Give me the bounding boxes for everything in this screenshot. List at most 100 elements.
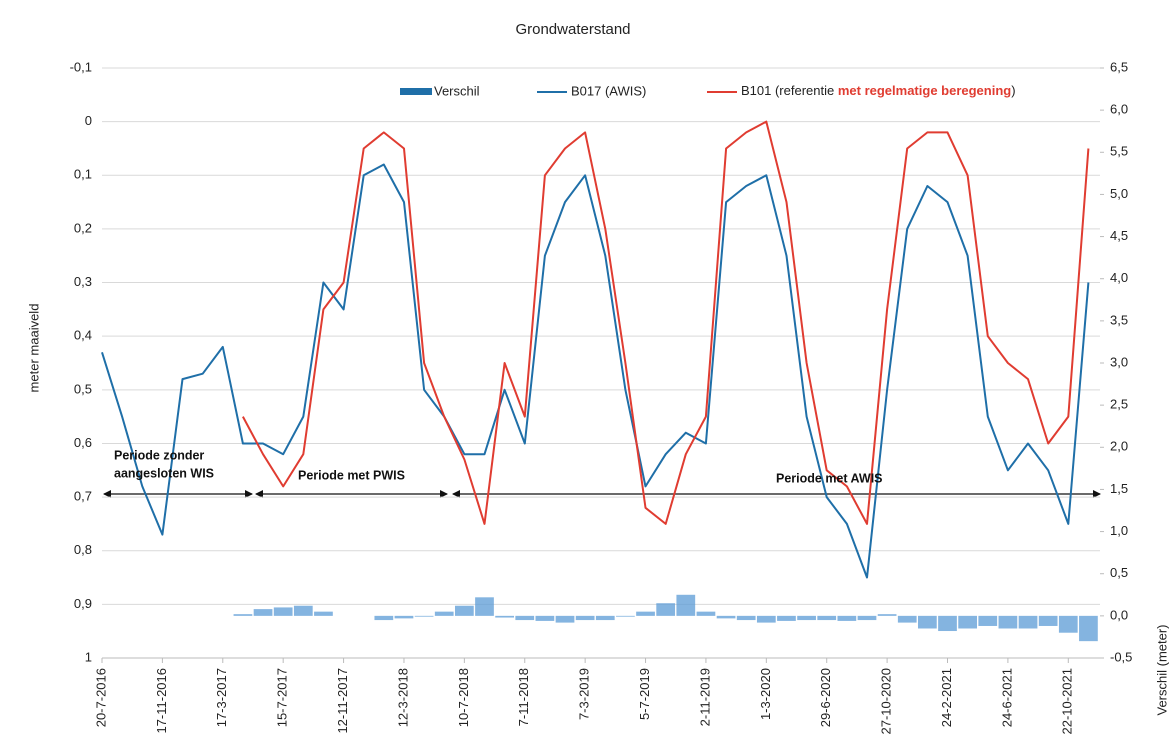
y2-tick-label: 1,5: [1110, 481, 1128, 496]
x-tick-label: 24-2-2021: [939, 668, 954, 727]
bar: [1058, 615, 1078, 633]
y-tick-label: 0: [85, 113, 92, 128]
legend-label: Verschil: [434, 83, 480, 98]
x-tick-label: 24-6-2021: [999, 668, 1014, 727]
bar: [978, 615, 998, 626]
line: [242, 120, 1090, 525]
bar: [938, 615, 957, 632]
bar: [495, 615, 514, 618]
y-tick-label: 0,8: [74, 542, 92, 557]
x-tick-label: 12-11-2017: [335, 668, 350, 734]
x-tick-label: 17-11-2016: [154, 668, 169, 734]
bar: [1079, 615, 1098, 642]
y-tick-label: 0,2: [74, 220, 92, 235]
bar: [475, 597, 494, 616]
bar: [1018, 615, 1038, 629]
x-tick-label: 7-3-2019: [577, 668, 592, 720]
bar: [515, 615, 535, 621]
bar: [656, 603, 676, 616]
bar: [394, 615, 414, 619]
y-tick-label: -0,1: [70, 59, 92, 74]
bar: [797, 615, 816, 621]
bar: [918, 615, 937, 629]
y-tick-label: 0,5: [74, 381, 92, 396]
x-tick-label: 20-7-2016: [93, 668, 108, 727]
x-tick-label: 1-3-2020: [758, 668, 773, 720]
bar: [756, 615, 776, 623]
bar: [636, 611, 655, 616]
x-tick-label: 12-3-2018: [395, 668, 410, 727]
bar: [374, 615, 394, 621]
y2-tick-label: 6,5: [1110, 59, 1128, 74]
y2-tick-label: 4,5: [1110, 228, 1128, 243]
annotation: Periode met PWIS: [298, 468, 405, 482]
line: [101, 163, 1090, 579]
x-tick-label: 7-11-2018: [516, 668, 531, 726]
y2-tick-label: 4,0: [1110, 270, 1128, 285]
bar: [817, 615, 837, 621]
legend-swatch: [400, 88, 432, 95]
y-tick-label: 1: [85, 649, 92, 664]
legend-label: B017 (AWIS): [571, 83, 646, 98]
y2-tick-label: 0,5: [1110, 565, 1128, 580]
y2-tick-label: 0,0: [1110, 607, 1128, 622]
x-tick-label: 5-7-2019: [637, 668, 652, 720]
y-tick-label: 0,7: [74, 489, 92, 504]
y2-tick-label: 1,0: [1110, 523, 1128, 538]
x-tick-label: 2-11-2019: [697, 668, 712, 726]
bar: [877, 614, 897, 616]
bar: [897, 615, 917, 623]
x-tick-label: 10-7-2018: [456, 668, 471, 727]
bar: [253, 609, 273, 616]
bar: [314, 611, 333, 616]
x-tick-label: 22-10-2021: [1060, 668, 1075, 735]
bar: [616, 615, 635, 617]
chart-title: Grondwaterstand: [515, 21, 630, 38]
y-tick-label: 0,3: [74, 274, 92, 289]
y2-tick-label: 5,0: [1110, 186, 1128, 201]
bar: [233, 614, 253, 616]
x-tick-label: 27-10-2020: [879, 668, 894, 735]
legend-label: B101 (referentie met regelmatige beregen…: [741, 83, 1016, 98]
bar: [535, 615, 555, 621]
bar: [414, 615, 434, 617]
bar: [958, 615, 978, 629]
y2-tick-label: 5,5: [1110, 144, 1128, 159]
bar: [998, 615, 1018, 629]
x-tick-label: 29-6-2020: [818, 668, 833, 727]
x-tick-label: 15-7-2017: [275, 668, 290, 727]
y-tick-label: 0,4: [74, 328, 92, 343]
y2-axis-label: Verschil (meter): [1154, 624, 1169, 715]
bar: [696, 611, 716, 616]
bar: [837, 615, 857, 621]
annotation: Periode zonder: [114, 448, 204, 462]
y-tick-label: 0,9: [74, 596, 92, 611]
y-tick-label: 0,1: [74, 167, 92, 182]
bar: [273, 607, 293, 616]
bar: [555, 615, 575, 623]
legend-highlight: met regelmatige beregening: [838, 83, 1011, 98]
bar: [857, 615, 877, 621]
bar: [777, 615, 796, 621]
bar: [293, 605, 313, 616]
bar: [434, 611, 454, 616]
annotation: Periode met AWIS: [776, 471, 883, 485]
annotation: aangesloten WIS: [114, 466, 214, 480]
x-tick-label: 17-3-2017: [214, 668, 229, 727]
bar: [575, 615, 595, 621]
y2-tick-label: -0,5: [1110, 649, 1132, 664]
y2-tick-label: 3,5: [1110, 312, 1128, 327]
y-tick-label: 0,6: [74, 435, 92, 450]
bar: [676, 594, 696, 616]
y2-tick-label: 6,0: [1110, 102, 1128, 117]
bar: [595, 615, 615, 621]
y2-tick-label: 3,0: [1110, 354, 1128, 369]
bar: [716, 615, 736, 619]
y2-tick-label: 2,5: [1110, 397, 1128, 412]
y-axis-label: meter maaiveld: [26, 304, 41, 393]
bar: [1038, 615, 1058, 626]
bar: [736, 615, 756, 621]
bar: [454, 605, 474, 616]
y2-tick-label: 2,0: [1110, 439, 1128, 454]
